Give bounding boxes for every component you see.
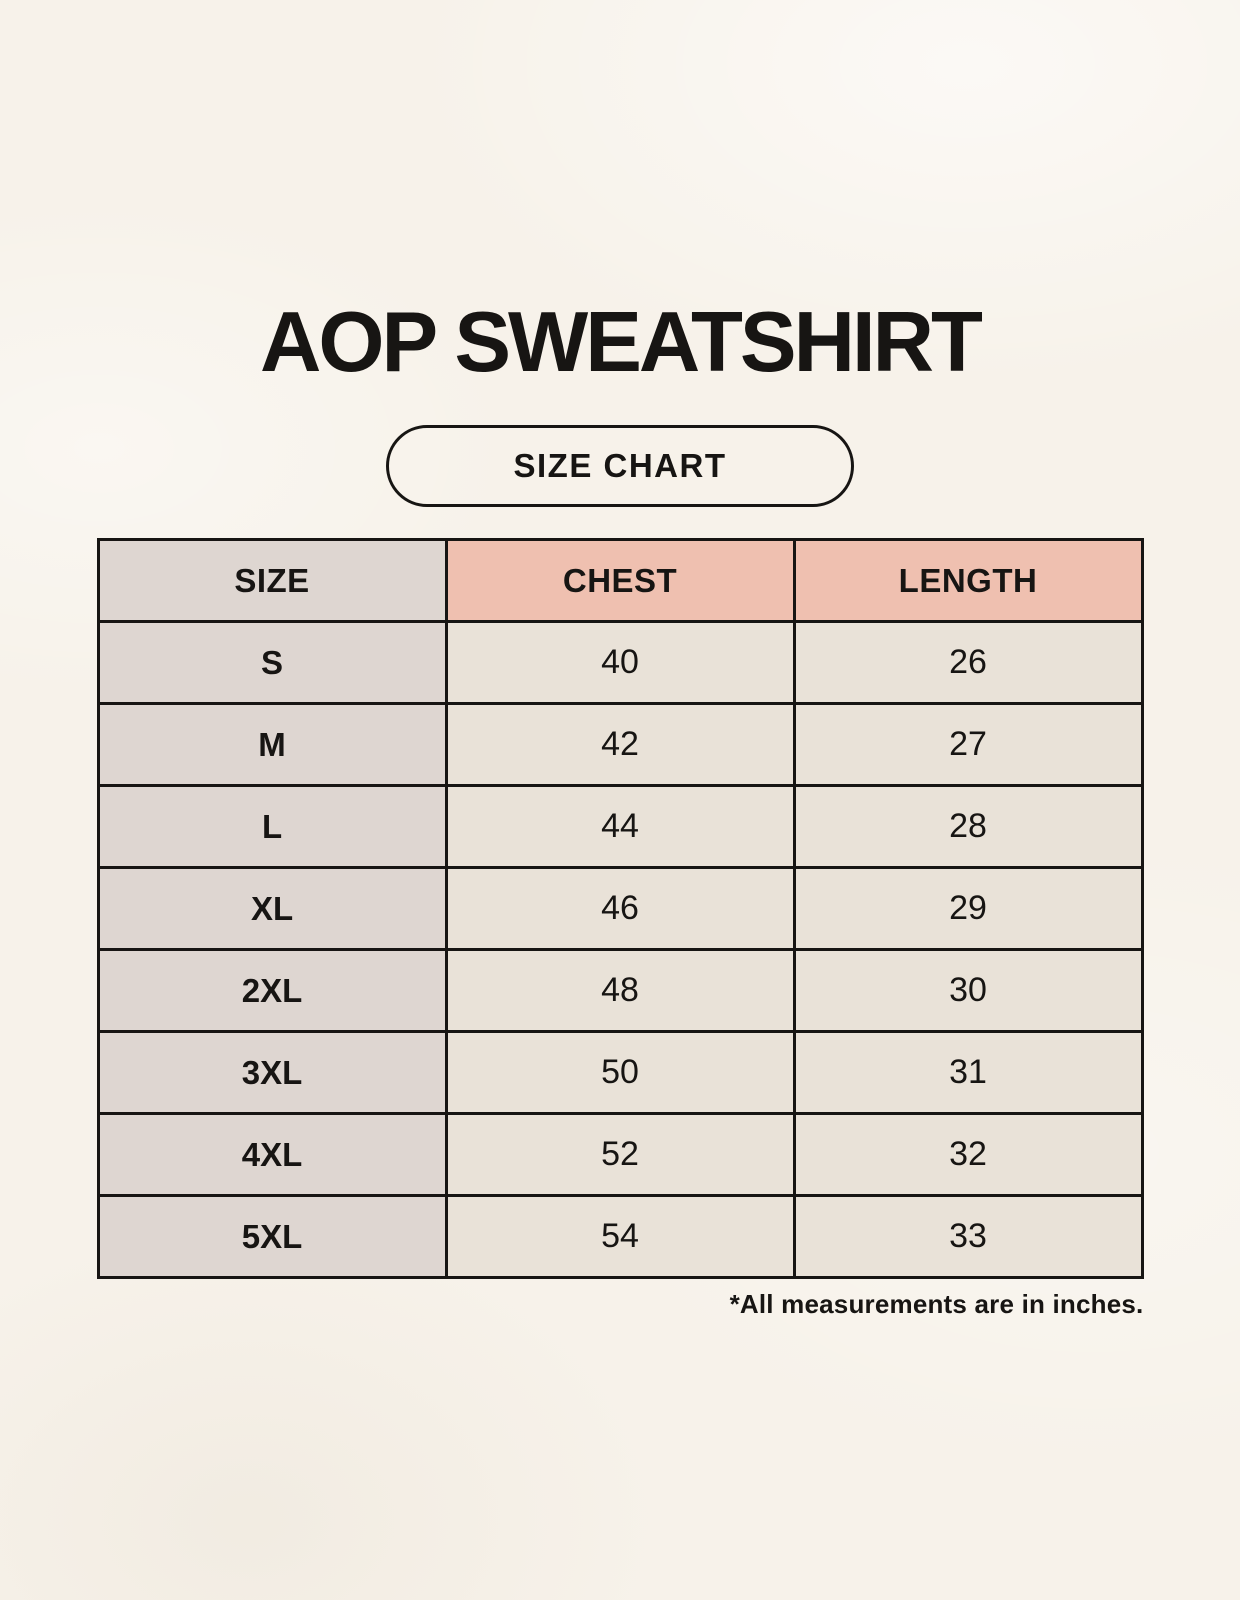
- size-cell: 2XL: [96, 948, 448, 1033]
- table-row: S 40 26: [96, 620, 1144, 705]
- size-cell: 3XL: [96, 1030, 448, 1115]
- chest-cell: 50: [444, 1030, 796, 1115]
- table-row: M 42 27: [96, 702, 1144, 787]
- page-title: AOP SWEATSHIRT: [260, 295, 983, 390]
- chest-cell: 42: [444, 702, 796, 787]
- chest-cell: 52: [444, 1112, 796, 1197]
- column-header-length: LENGTH: [792, 538, 1144, 623]
- chest-cell: 48: [444, 948, 796, 1033]
- size-cell: 4XL: [96, 1112, 448, 1197]
- measurement-unit-note: *All measurements are in inches.: [729, 1289, 1144, 1319]
- column-header-chest: CHEST: [444, 538, 796, 623]
- column-header-size: SIZE: [96, 538, 448, 623]
- table-row: L 44 28: [96, 784, 1144, 869]
- table-header-row: SIZE CHEST LENGTH: [96, 538, 1144, 623]
- chest-cell: 44: [444, 784, 796, 869]
- chest-cell: 54: [444, 1194, 796, 1279]
- length-cell: 32: [792, 1112, 1144, 1197]
- table-row: 4XL 52 32: [96, 1112, 1144, 1197]
- length-cell: 26: [792, 620, 1144, 705]
- chest-cell: 46: [444, 866, 796, 951]
- chest-cell: 40: [444, 620, 796, 705]
- table-row: XL 46 29: [96, 866, 1144, 951]
- table-row: 5XL 54 33: [96, 1194, 1144, 1279]
- size-chart-badge-label: SIZE CHART: [513, 447, 727, 484]
- size-chart-table: SIZE CHEST LENGTH S 40 26 M 42 27 L 44 2…: [96, 538, 1144, 1279]
- size-cell: XL: [96, 866, 448, 951]
- size-cell: L: [96, 784, 448, 869]
- size-chart-badge: SIZE CHART: [386, 425, 854, 507]
- size-cell: S: [96, 620, 448, 705]
- size-cell: 5XL: [96, 1194, 448, 1279]
- length-cell: 33: [792, 1194, 1144, 1279]
- table-row: 2XL 48 30: [96, 948, 1144, 1033]
- length-cell: 29: [792, 866, 1144, 951]
- length-cell: 27: [792, 702, 1144, 787]
- table-row: 3XL 50 31: [96, 1030, 1144, 1115]
- size-cell: M: [96, 702, 448, 787]
- length-cell: 30: [792, 948, 1144, 1033]
- length-cell: 31: [792, 1030, 1144, 1115]
- length-cell: 28: [792, 784, 1144, 869]
